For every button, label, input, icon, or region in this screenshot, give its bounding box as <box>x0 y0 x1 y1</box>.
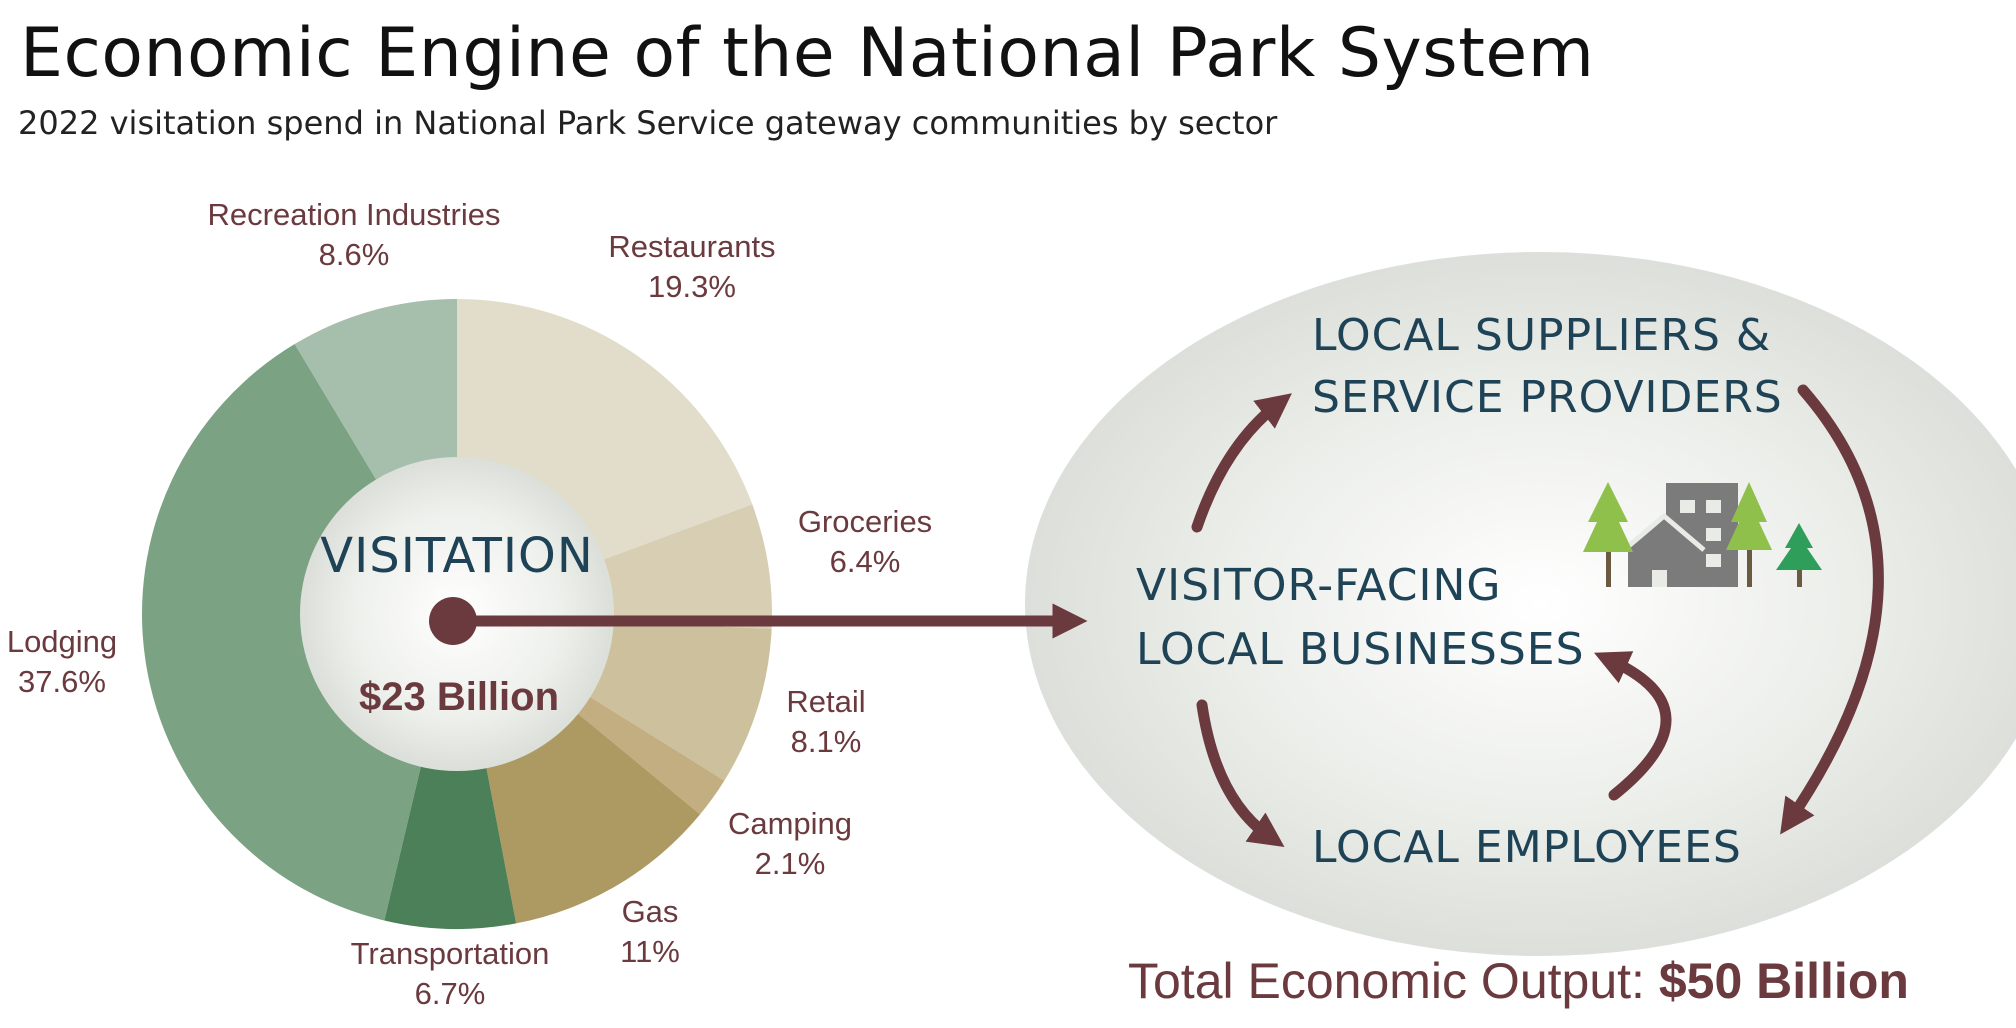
slice-label-value: 6.7% <box>415 976 486 1011</box>
chart-title: Economic Engine of the National Park Sys… <box>20 14 1595 93</box>
employees-label: LOCAL EMPLOYEES <box>1312 822 1742 873</box>
pie-slice-transportation <box>384 614 517 930</box>
slice-label-name: Groceries <box>798 504 932 539</box>
arrow-businesses-to-employees <box>1196 699 1285 847</box>
businesses-label-line2: LOCAL BUSINESSES <box>1136 624 1585 675</box>
slice-label-value: 2.1% <box>755 846 826 881</box>
suppliers-label-line1: LOCAL SUPPLIERS & <box>1312 310 1771 361</box>
center-label: VISITATION <box>320 528 593 584</box>
slice-label-name: Gas <box>622 894 679 929</box>
arrow-suppliers-to-employees <box>1780 384 1884 835</box>
total-output-label: Total Economic Output: <box>1128 953 1645 1009</box>
town-with-trees-icon <box>1583 482 1822 587</box>
slice-label-value: 37.6% <box>18 664 106 699</box>
slice-label-name: Recreation Industries <box>208 197 501 232</box>
total-output-value: $50 Billion <box>1658 953 1909 1009</box>
arrow-businesses-to-suppliers <box>1191 393 1292 533</box>
slice-label-name: Camping <box>728 806 852 841</box>
slice-label-value: 11% <box>620 934 680 969</box>
total-output: Total Economic Output: $50 Billion <box>1128 952 1909 1010</box>
chart-subtitle: 2022 visitation spend in National Park S… <box>18 104 1278 142</box>
suppliers-label-line2: SERVICE PROVIDERS <box>1312 372 1783 423</box>
slice-label-name: Restaurants <box>608 229 775 264</box>
slice-label-value: 19.3% <box>648 269 736 304</box>
slice-label-value: 8.1% <box>791 724 862 759</box>
visitation-arrow-origin <box>429 597 477 645</box>
slice-label-name: Retail <box>786 684 865 719</box>
center-value: $23 Billion <box>359 675 559 719</box>
pie-labels: Restaurants 19.3% Groceries 6.4% Retail 8.1% C… <box>7 197 932 1011</box>
slice-label-value: 8.6% <box>319 237 390 272</box>
arrow-employees-to-businesses <box>1593 651 1672 801</box>
businesses-label-line1: VISITOR-FACING <box>1136 560 1501 611</box>
slice-label-name: Transportation <box>351 936 550 971</box>
slice-label-value: 6.4% <box>830 544 901 579</box>
slice-label-name: Lodging <box>7 624 117 659</box>
